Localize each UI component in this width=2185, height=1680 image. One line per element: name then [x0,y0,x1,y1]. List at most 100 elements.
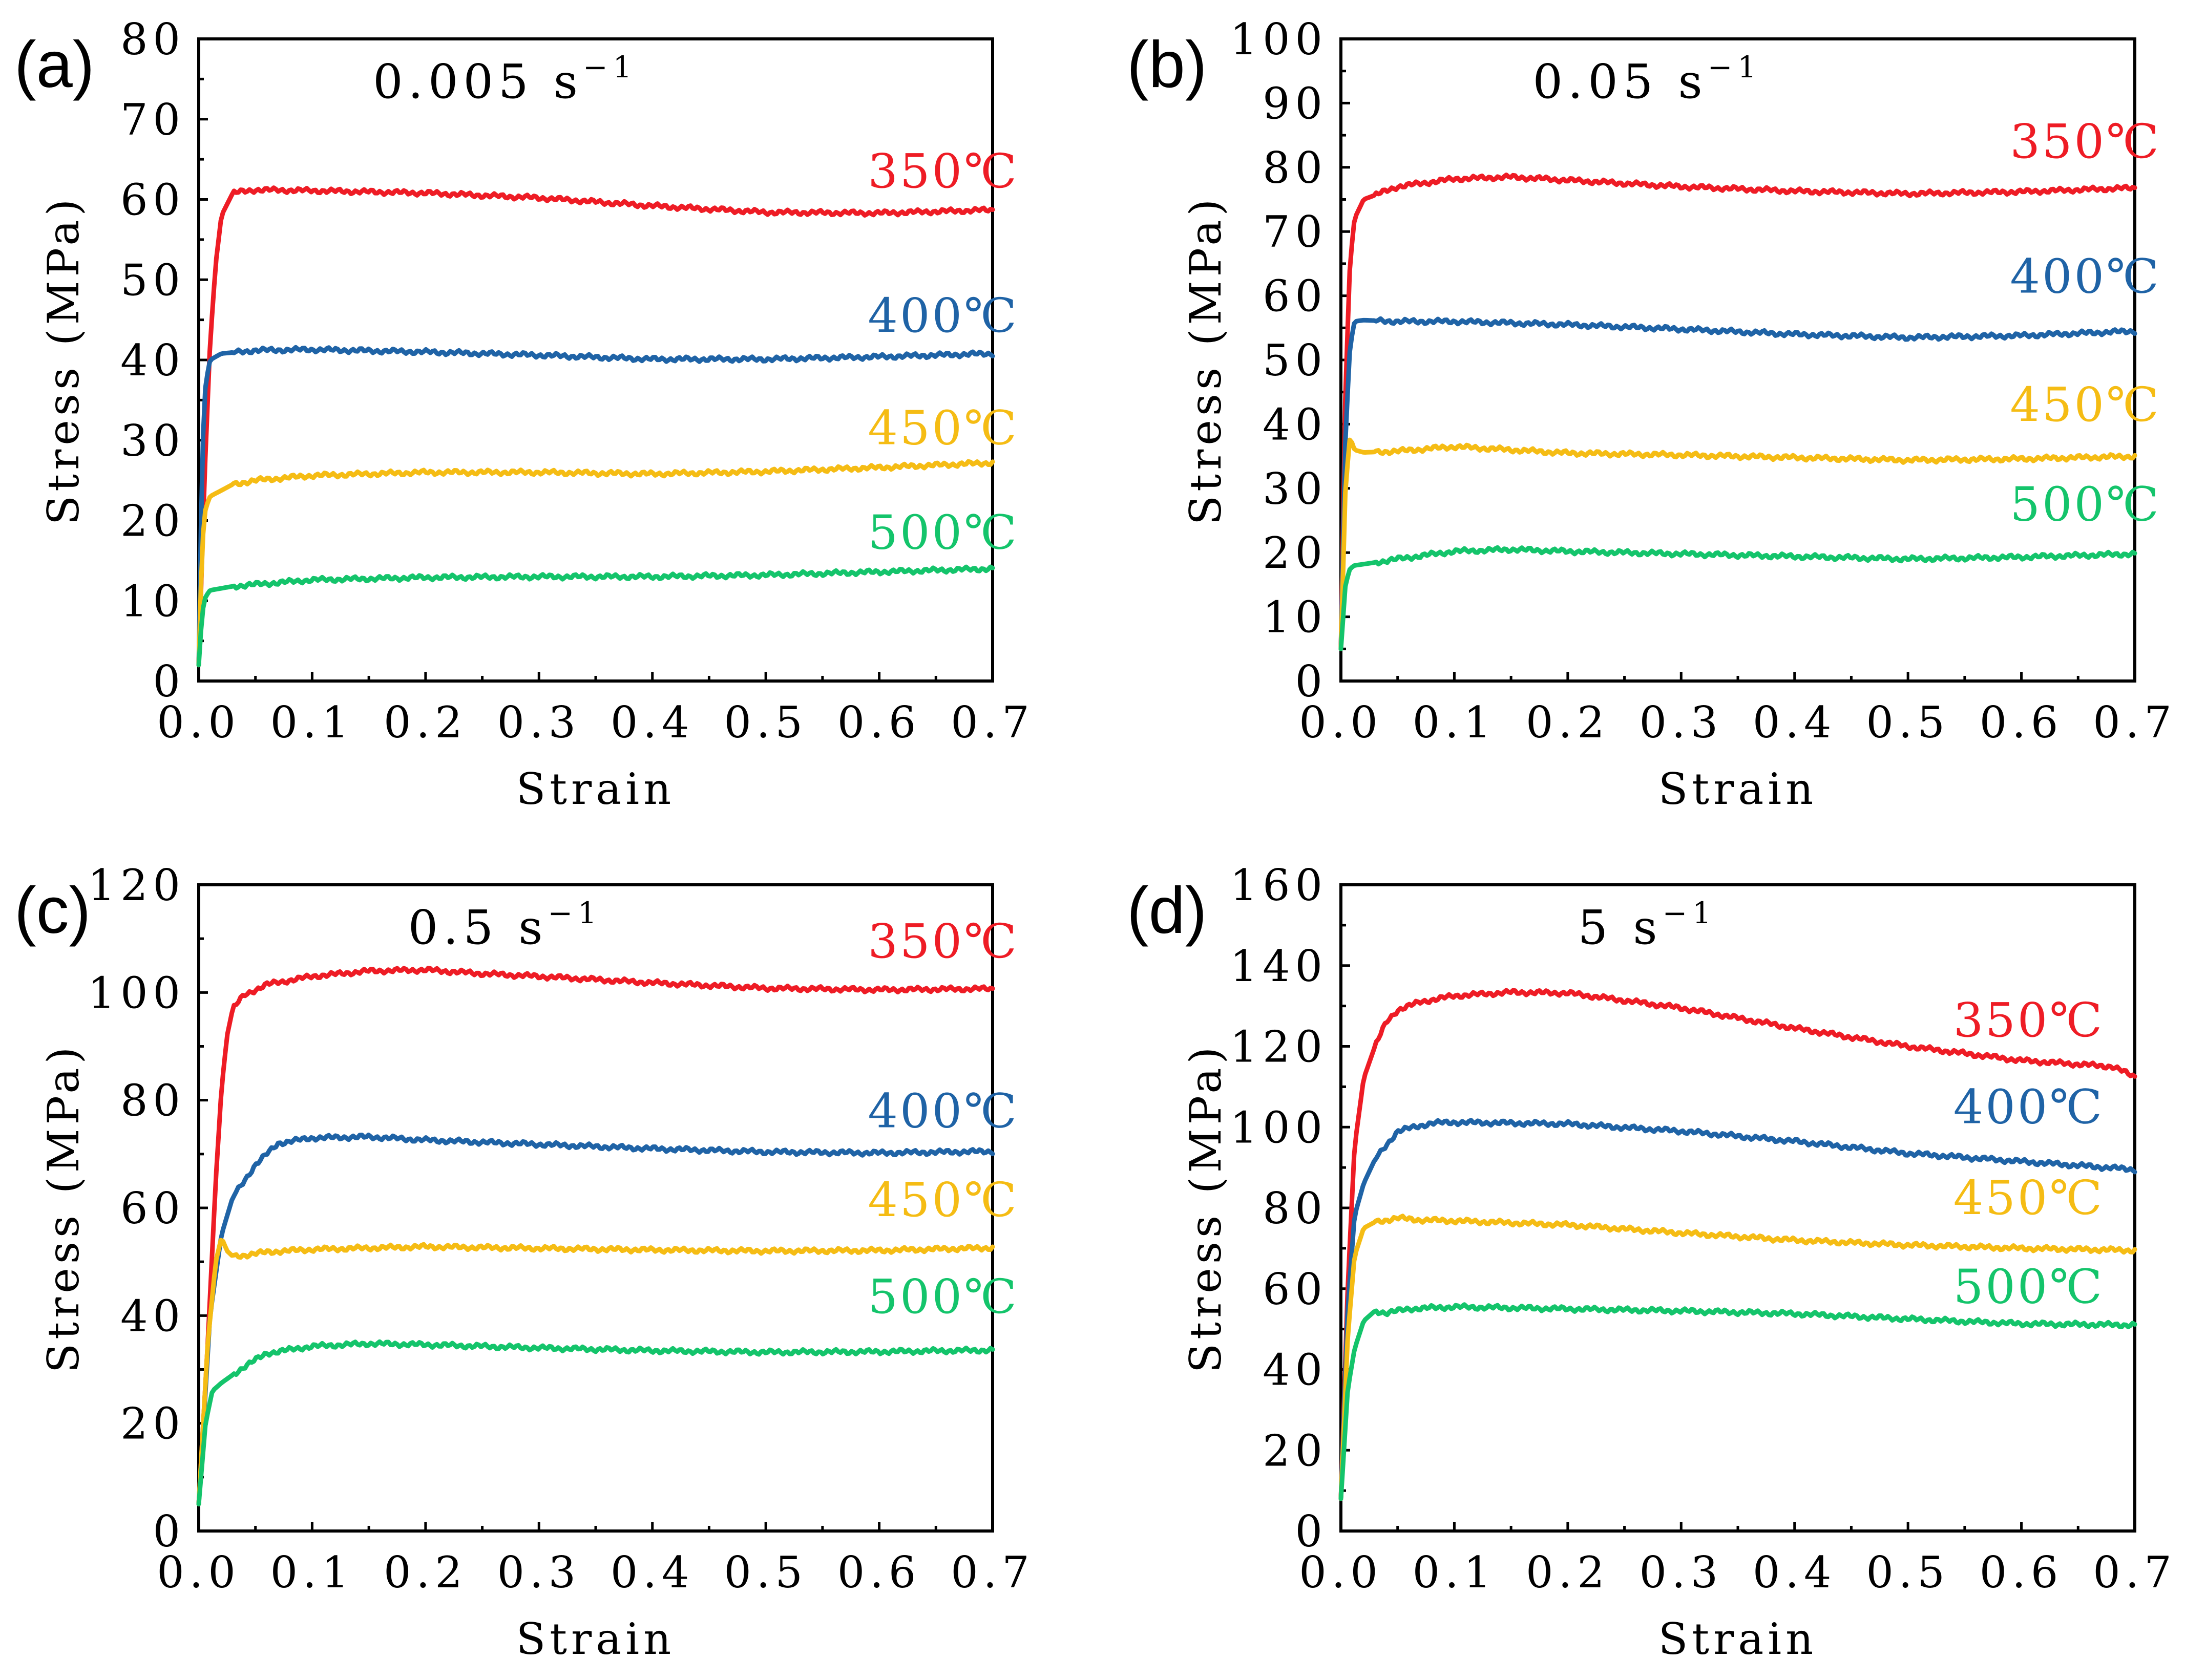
x-axis-title: Strain [1658,764,1818,814]
series-label-450: 450℃ [2010,377,2161,432]
panel-d: (d) 0.0 0.1 0.2 0.3 0.4 0.5 0.6 0.7 0 20 40 60 80 100 1… [1127,860,2177,1664]
y-tick-label: 60 [120,175,185,225]
strain-rate-exponent: −1 [548,896,602,930]
y-tick-label: 70 [120,95,185,145]
x-tick-label: 0.2 [384,1547,468,1598]
y-tick-label: 10 [120,576,185,626]
panel-a: (a) 0.0 0.1 0.2 0.3 0.4 0.5 0.6 0.7 0 10 20 30 40 50 60… [14,14,1035,814]
y-tick-label: 80 [120,1076,185,1126]
y-axis-title: Stress (MPa) [1181,195,1231,525]
series-line-450 [196,1238,995,1506]
series-label-400: 400℃ [1953,1079,2105,1134]
x-tick-label: 0.5 [724,1547,808,1598]
y-tick-label: 40 [1263,1345,1328,1395]
y-tick-label: 40 [120,1291,185,1341]
strain-rate-value: 0.005 s [373,54,583,109]
panel-letter: (d) [1127,874,1207,947]
series-label-400: 400℃ [868,288,1019,343]
panel-b: (b) 0.0 0.1 0.2 0.3 0.4 0.5 0.6 0.7 0 10 20 30 40 50 60… [1127,14,2172,814]
series-line-350 [1338,173,2137,651]
series-label-350: 350℃ [868,144,1019,199]
x-tick-label: 0.6 [837,1547,921,1598]
series-line-450 [196,459,995,668]
y-tick-label: 90 [1263,78,1328,129]
x-tick-label: 0.3 [497,697,581,748]
series-line-500 [1338,545,2137,651]
x-tick-label: 0.5 [724,697,808,748]
y-tick-label: 100 [1230,14,1328,65]
y-tick-label: 20 [120,1399,185,1449]
y-tick-label: 80 [120,14,185,65]
x-tick-label: 0.5 [1866,1547,1950,1598]
x-tick-label: 0.7 [951,697,1035,748]
series-label-400: 400℃ [2010,249,2161,304]
plot-frame [197,37,994,683]
y-tick-label: 30 [120,416,185,466]
strain-rate-exponent: −1 [1663,896,1717,930]
x-tick-label: 0.4 [1753,697,1837,748]
strain-rate-value: 5 s [1578,900,1663,955]
x-tick-label: 0.4 [611,697,695,748]
y-tick-label: 0 [1295,1506,1328,1557]
y-tick-label: 0 [153,1506,185,1557]
strain-rate-exponent: −1 [1708,50,1762,84]
y-tick-label: 50 [120,255,185,305]
x-tick-label: 0.0 [1299,697,1383,748]
series-label-450: 450℃ [1953,1171,2105,1225]
x-tick-label: 0.0 [157,697,241,748]
series-label-350: 350℃ [868,914,1019,969]
panel-letter: (c) [14,874,91,947]
series-line-450 [1338,1214,2137,1501]
panel-letter: (b) [1127,28,1207,101]
series-label-450: 450℃ [868,1173,1019,1227]
x-axis-title: Strain [1658,1614,1818,1664]
series-label-450: 450℃ [868,401,1019,456]
y-tick-label: 80 [1263,143,1328,193]
x-tick-label: 0.6 [1980,697,2064,748]
x-tick-label: 0.3 [1639,1547,1723,1598]
series-line-350 [196,966,995,1506]
x-tick-label: 0.1 [1413,1547,1497,1598]
strain-rate-exponent: −1 [583,50,637,84]
y-tick-label: 60 [120,1183,185,1234]
x-tick-label: 0.7 [2093,1547,2177,1598]
x-tick-label: 0.6 [1980,1547,2064,1598]
x-tick-label: 0.5 [1866,697,1950,748]
y-tick-label: 60 [1263,1264,1328,1314]
strain-rate-label: 0.005 s−1 [373,50,637,109]
x-tick-label: 0.3 [497,1547,581,1598]
strain-rate-value: 0.5 s [408,900,548,955]
x-tick-label: 0.2 [1526,1547,1610,1598]
x-axis-title: Strain [516,1614,676,1664]
series-line-350 [1338,988,2137,1501]
x-tick-label: 0.1 [270,697,354,748]
series-label-350: 350℃ [1953,993,2105,1048]
series-line-500 [196,1339,995,1506]
y-tick-label: 80 [1263,1183,1328,1234]
y-tick-label: 140 [1230,941,1328,991]
x-tick-label: 0.7 [951,1547,1035,1598]
y-tick-label: 20 [120,496,185,546]
x-tick-label: 0.4 [611,1547,695,1598]
y-tick-label: 40 [120,335,185,386]
y-tick-label: 40 [1263,399,1328,450]
series-label-500: 500℃ [2010,477,2161,532]
series-line-400 [1338,1118,2137,1501]
series-line-350 [196,185,995,668]
series-line-400 [196,345,995,668]
strain-rate-label: 5 s−1 [1578,896,1717,955]
y-axis-title: Stress (MPa) [38,195,89,525]
y-tick-label: 0 [1295,656,1328,707]
series-label-350: 350℃ [2010,114,2161,169]
y-tick-label: 20 [1263,1426,1328,1476]
x-tick-label: 0.3 [1639,697,1723,748]
y-tick-label: 100 [1230,1102,1328,1153]
y-axis-title: Stress (MPa) [1181,1043,1231,1373]
y-tick-label: 70 [1263,207,1328,257]
strain-rate-label: 0.05 s−1 [1532,50,1761,109]
x-axis-title: Strain [516,764,676,814]
y-tick-label: 160 [1230,860,1328,910]
panel-c: (c) 0.0 0.1 0.2 0.3 0.4 0.5 0.6 0.7 0 20 40 60 80 100 1… [14,860,1035,1664]
x-tick-label: 0.2 [384,697,468,748]
x-tick-label: 0.0 [1299,1547,1383,1598]
